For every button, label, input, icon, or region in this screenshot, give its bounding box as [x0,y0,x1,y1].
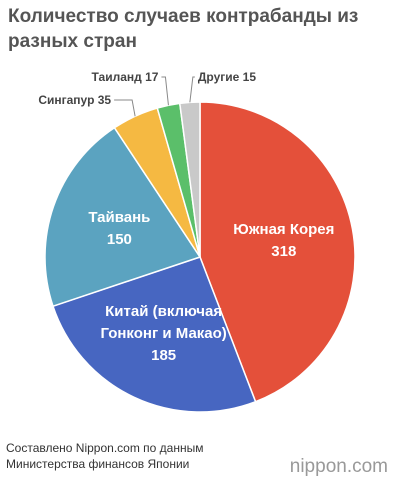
category-label: Таиланд [91,70,142,84]
logo: nippon.com [289,456,388,477]
pie-slice [52,256,257,413]
pie-slice [44,126,202,308]
value-label: 35 [97,93,112,107]
category-label: Китай (включая Гонконг и Макао) [100,303,227,343]
source-note: Составлено Nippon.com по данным Министер… [6,441,204,471]
slice-label: Китай (включая Гонконг и Макао) 185 [89,301,239,367]
slice-label: Сингапур 35 [38,93,111,107]
value-label: 150 [106,231,132,249]
leader-line [189,76,195,103]
category-label: Другие [197,70,240,84]
leader-line [114,99,136,117]
pie-slice [199,101,356,403]
slice-label: Тайвань 150 [44,207,194,251]
value-label: 318 [271,243,297,261]
leader-line [161,76,169,106]
value-label: 17 [145,70,159,84]
value-label: 15 [242,70,257,84]
slice-label: Другие 15 [198,70,256,84]
chart-title: Количество случаев контрабанды из разных… [8,6,359,52]
category-label: Сингапур [38,93,95,107]
slice-label: Южная Корея 318 [214,219,354,263]
slice-label: Таиланд 17 [91,70,158,84]
category-label: Южная Корея [233,221,335,239]
category-label: Тайвань [88,209,151,227]
value-label: 185 [151,347,177,365]
